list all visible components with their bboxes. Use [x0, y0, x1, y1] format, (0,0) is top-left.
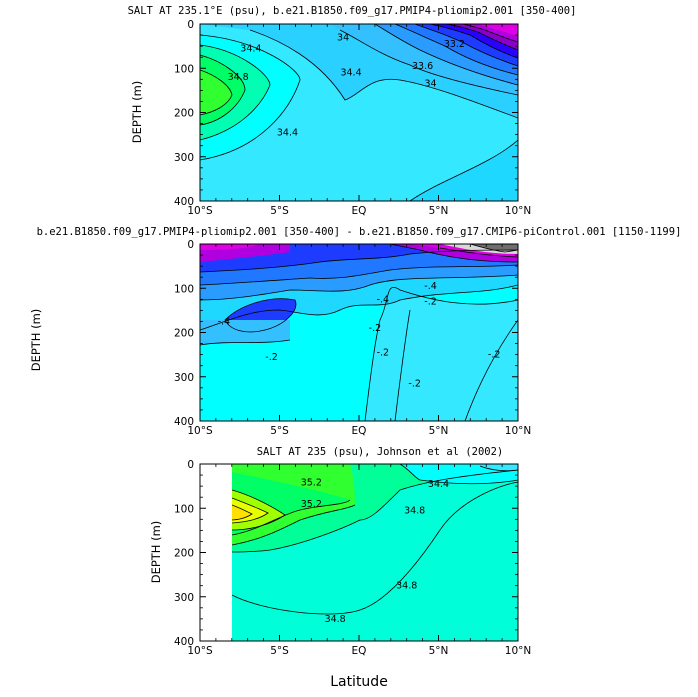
y-tick-label: 200: [174, 548, 194, 560]
contour-label: -.2: [488, 350, 501, 361]
contour-label: -.4: [377, 294, 390, 305]
x-tick-label: EQ: [352, 205, 367, 217]
contour-label: 34.4: [277, 127, 298, 138]
x-tick-label: 10°S: [187, 645, 213, 657]
panel-1-contours: [200, 24, 518, 201]
y-tick-label: 0: [187, 19, 194, 31]
contour-label: 34.4: [428, 479, 449, 490]
panel-3: SALT AT 235 (psu), Johnson et al (2002): [149, 446, 531, 690]
panel-2-contours: [200, 244, 518, 421]
y-tick-label: 200: [174, 108, 194, 120]
panel-3-contours: [231, 464, 518, 615]
contour-label: 33.6: [412, 61, 433, 72]
contour-label: 35.2: [301, 478, 322, 489]
panel-3-ylabel: DEPTH (m): [149, 521, 163, 584]
contour-label: 34.8: [228, 72, 249, 83]
x-tick-label: 10°N: [505, 645, 531, 657]
contour-label: 34: [425, 79, 437, 90]
x-tick-label: 5°N: [429, 205, 449, 217]
y-tick-label: 400: [174, 196, 194, 208]
x-tick-label: 5°N: [429, 425, 449, 437]
contour-label: -.2: [408, 378, 421, 389]
contour-label: 34.8: [325, 614, 346, 625]
panel-3-ticks: 10°S 5°S EQ 5°N 10°N 0 100 200 300 400: [174, 459, 531, 657]
y-tick-label: 100: [174, 283, 194, 295]
y-tick-label: 300: [174, 592, 194, 604]
y-tick-label: 100: [174, 503, 194, 515]
y-tick-label: 0: [187, 239, 194, 251]
x-tick-label: EQ: [352, 645, 367, 657]
panel-1-contour-labels: 34.4 34 34.8 34.4 34.4 33.6 34 33.2: [228, 32, 465, 138]
contour-label: -.2: [424, 297, 437, 308]
contour-label: -.4: [218, 316, 231, 327]
y-tick-label: 300: [174, 152, 194, 164]
y-tick-label: 200: [174, 328, 194, 340]
y-tick-label: 100: [174, 63, 194, 75]
panel-1-title: SALT AT 235.1°E (psu), b.e21.B1850.f09_g…: [128, 5, 577, 17]
x-tick-label: 10°N: [505, 425, 531, 437]
panel-2-ticks: 10°S 5°S EQ 5°N 10°N 0 100 200 300 400: [174, 239, 531, 437]
x-tick-label: 5°S: [270, 425, 289, 437]
contour-label: -.4: [424, 281, 437, 292]
x-tick-label: 5°S: [270, 205, 289, 217]
y-tick-label: 300: [174, 372, 194, 384]
panel-2: b.e21.B1850.f09_g17.PMIP4-pliomip2.001 […: [37, 226, 682, 437]
figure-left-ylabel: DEPTH (m): [29, 309, 43, 372]
contour-label: 34.4: [340, 68, 361, 79]
panel-3-contour-labels: 35.2 35.2 34.8 34.8 34.8 34.4: [301, 478, 449, 625]
panel-3-title: SALT AT 235 (psu), Johnson et al (2002): [257, 446, 504, 458]
x-tick-label: 5°N: [429, 645, 449, 657]
x-tick-label: 10°N: [505, 205, 531, 217]
y-tick-label: 400: [174, 636, 194, 648]
contour-label: 34.4: [240, 43, 261, 54]
panel-3-xlabel: Latitude: [330, 674, 388, 690]
contour-label: 34.8: [396, 581, 417, 592]
panel-2-contour-labels: -.4 -.4 -.2 -.2 -.2 -.2 -.2 -.4 -.2: [218, 281, 501, 389]
contour-label: 34.8: [404, 505, 425, 516]
contour-label: -.2: [377, 347, 390, 358]
y-tick-label: 400: [174, 416, 194, 428]
panel-1-ticks: 10°S 5°S EQ 5°N 10°N 0 100 200 300 400: [174, 19, 531, 217]
contour-label: -.2: [265, 352, 278, 363]
x-tick-label: 10°S: [187, 425, 213, 437]
x-tick-label: EQ: [352, 425, 367, 437]
contour-label: -.2: [369, 323, 382, 334]
contour-label: 35.2: [301, 499, 322, 510]
panel-1-ylabel: DEPTH (m): [130, 81, 144, 144]
contour-label: 33.2: [444, 39, 465, 50]
x-tick-label: 5°S: [270, 645, 289, 657]
panel-2-fill: [200, 244, 518, 421]
panel-2-title: b.e21.B1850.f09_g17.PMIP4-pliomip2.001 […: [37, 226, 682, 238]
contour-label: 34: [337, 32, 349, 43]
y-tick-label: 0: [187, 459, 194, 471]
panel-1: SALT AT 235.1°E (psu), b.e21.B1850.f09_g…: [128, 5, 577, 217]
panel-3-fill: [200, 464, 518, 641]
x-tick-label: 10°S: [187, 205, 213, 217]
